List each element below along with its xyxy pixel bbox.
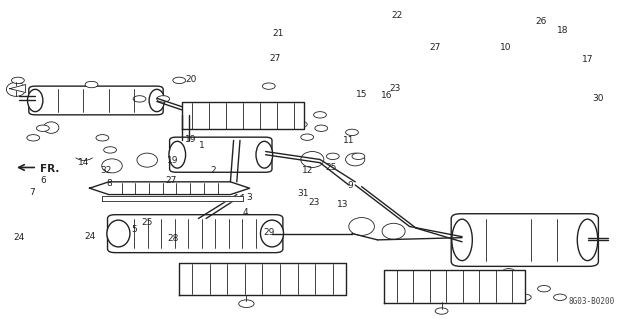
FancyBboxPatch shape — [170, 137, 272, 172]
Ellipse shape — [44, 122, 59, 133]
Text: 25: 25 — [326, 163, 337, 172]
Text: FR.: FR. — [40, 164, 59, 174]
Text: 32: 32 — [100, 166, 111, 175]
Text: 15: 15 — [356, 90, 367, 99]
Circle shape — [502, 269, 515, 275]
Text: 23: 23 — [390, 84, 401, 93]
Ellipse shape — [452, 219, 472, 261]
FancyBboxPatch shape — [29, 86, 163, 115]
Text: 19: 19 — [185, 135, 196, 144]
Text: 9: 9 — [348, 181, 353, 189]
Circle shape — [301, 134, 314, 140]
Text: 27: 27 — [429, 43, 441, 52]
Text: 5: 5 — [132, 225, 137, 234]
FancyBboxPatch shape — [451, 214, 598, 266]
Text: 11: 11 — [343, 136, 355, 145]
Polygon shape — [179, 263, 346, 295]
Circle shape — [243, 118, 256, 124]
Ellipse shape — [260, 220, 284, 247]
Text: 27: 27 — [166, 176, 177, 185]
Text: 27: 27 — [269, 54, 281, 63]
Text: 14: 14 — [77, 158, 89, 167]
Text: 8: 8 — [106, 179, 111, 188]
Text: 3: 3 — [247, 193, 252, 202]
Ellipse shape — [301, 152, 324, 167]
Ellipse shape — [28, 89, 43, 112]
Circle shape — [239, 300, 254, 308]
Text: 26: 26 — [535, 17, 547, 26]
Text: 23: 23 — [308, 198, 319, 207]
FancyBboxPatch shape — [108, 215, 283, 253]
Text: 7: 7 — [29, 189, 35, 197]
Text: 29: 29 — [263, 228, 275, 237]
Text: 13: 13 — [337, 200, 348, 209]
Circle shape — [36, 125, 49, 131]
Text: 16: 16 — [381, 91, 393, 100]
Circle shape — [262, 83, 275, 89]
Circle shape — [314, 112, 326, 118]
Ellipse shape — [349, 218, 374, 235]
Text: 8G03-B0200: 8G03-B0200 — [568, 297, 614, 306]
Circle shape — [518, 294, 531, 300]
Ellipse shape — [577, 219, 598, 261]
Text: 2: 2 — [211, 166, 216, 174]
Text: 21: 21 — [273, 29, 284, 38]
Circle shape — [315, 125, 328, 131]
Circle shape — [96, 135, 109, 141]
Text: 22: 22 — [391, 11, 403, 20]
Ellipse shape — [346, 153, 365, 166]
Circle shape — [27, 135, 40, 141]
Circle shape — [104, 147, 116, 153]
Circle shape — [85, 81, 98, 88]
Text: 30: 30 — [593, 94, 604, 103]
Text: 1: 1 — [199, 141, 204, 150]
Ellipse shape — [137, 153, 157, 167]
Text: 18: 18 — [557, 26, 569, 35]
Ellipse shape — [6, 82, 26, 96]
Text: 31: 31 — [297, 189, 308, 198]
Polygon shape — [90, 182, 250, 195]
Text: 4: 4 — [243, 208, 248, 217]
Polygon shape — [10, 85, 26, 93]
Circle shape — [435, 308, 448, 314]
Text: 24: 24 — [13, 233, 25, 242]
Text: 10: 10 — [500, 43, 511, 52]
Text: 17: 17 — [582, 55, 593, 63]
Text: 20: 20 — [185, 75, 196, 84]
Text: 24: 24 — [84, 232, 95, 241]
Ellipse shape — [382, 223, 405, 239]
Polygon shape — [384, 270, 525, 303]
Text: 28: 28 — [167, 234, 179, 243]
Circle shape — [157, 96, 170, 102]
Circle shape — [352, 153, 365, 160]
Text: 25: 25 — [141, 218, 153, 227]
Ellipse shape — [107, 220, 130, 247]
Text: 6: 6 — [41, 176, 46, 185]
Circle shape — [554, 294, 566, 300]
Circle shape — [12, 77, 24, 84]
Polygon shape — [102, 196, 243, 201]
Text: 19: 19 — [167, 156, 179, 165]
Text: 12: 12 — [301, 166, 313, 175]
Circle shape — [294, 121, 307, 128]
Circle shape — [173, 77, 186, 84]
Ellipse shape — [256, 141, 273, 168]
Polygon shape — [182, 102, 304, 129]
Ellipse shape — [169, 141, 186, 168]
Circle shape — [326, 153, 339, 160]
Circle shape — [262, 105, 275, 112]
Ellipse shape — [102, 159, 122, 173]
Ellipse shape — [149, 89, 164, 112]
Circle shape — [133, 96, 146, 102]
Circle shape — [538, 286, 550, 292]
Circle shape — [346, 129, 358, 136]
